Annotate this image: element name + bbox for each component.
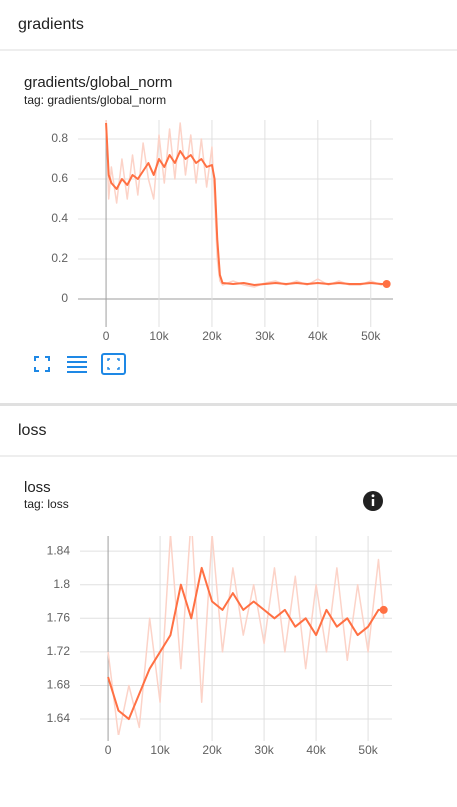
toolbar bbox=[34, 353, 126, 375]
x-tick-label: 20k bbox=[202, 329, 222, 343]
y-tick-label: 0 bbox=[61, 291, 68, 305]
chart: 0 0.2 0.4 0.6 0.8 0 10k 20k 30k 40k 50k bbox=[51, 120, 393, 343]
x-tick-label: 10k bbox=[149, 329, 169, 343]
y-tick-label: 0.4 bbox=[51, 211, 68, 225]
x-tick-label: 50k bbox=[361, 329, 381, 343]
section-separator bbox=[0, 403, 457, 406]
y-tick-label: 0.8 bbox=[51, 131, 68, 145]
y-tick-label: 1.68 bbox=[47, 678, 71, 692]
last-point bbox=[382, 280, 391, 288]
x-tick-label: 0 bbox=[105, 743, 112, 757]
y-tick-label: 1.8 bbox=[53, 577, 70, 591]
chart: 1.64 1.68 1.72 1.76 1.8 1.84 0 10k 20k 30k 40k 50k bbox=[47, 536, 392, 757]
y-tick-label: 1.72 bbox=[47, 644, 71, 658]
log-scale-button[interactable] bbox=[67, 356, 87, 373]
last-point bbox=[379, 605, 388, 614]
series-line bbox=[105, 120, 387, 288]
card-title: gradients/global_norm bbox=[24, 74, 172, 91]
card-title: loss bbox=[24, 479, 51, 496]
series-line bbox=[105, 122, 387, 286]
y-tick-label: 0.6 bbox=[51, 171, 68, 185]
x-tick-label: 30k bbox=[254, 743, 274, 757]
x-tick-label: 30k bbox=[255, 329, 275, 343]
x-tick-label: 20k bbox=[202, 743, 222, 757]
plot-area bbox=[105, 120, 387, 288]
y-tick-label: 1.64 bbox=[47, 711, 71, 725]
x-tick-label: 40k bbox=[308, 329, 328, 343]
x-tick-label: 10k bbox=[150, 743, 170, 757]
x-tick-label: 0 bbox=[103, 329, 110, 343]
section-title: loss bbox=[18, 422, 46, 439]
y-tick-label: 0.2 bbox=[51, 251, 68, 265]
series-line bbox=[107, 536, 385, 735]
info-button[interactable] bbox=[363, 491, 383, 511]
series-line bbox=[107, 566, 384, 721]
card-tag: tag: gradients/global_norm bbox=[24, 93, 166, 107]
section-title: gradients bbox=[18, 16, 84, 33]
y-tick-label: 1.84 bbox=[47, 543, 71, 557]
fit-domain-button[interactable] bbox=[101, 353, 126, 375]
card-tag: tag: loss bbox=[24, 497, 69, 511]
x-tick-label: 40k bbox=[306, 743, 326, 757]
y-tick-label: 1.76 bbox=[47, 610, 71, 624]
fullscreen-button[interactable] bbox=[34, 356, 50, 372]
plot-area bbox=[107, 536, 385, 735]
x-tick-label: 50k bbox=[358, 743, 378, 757]
